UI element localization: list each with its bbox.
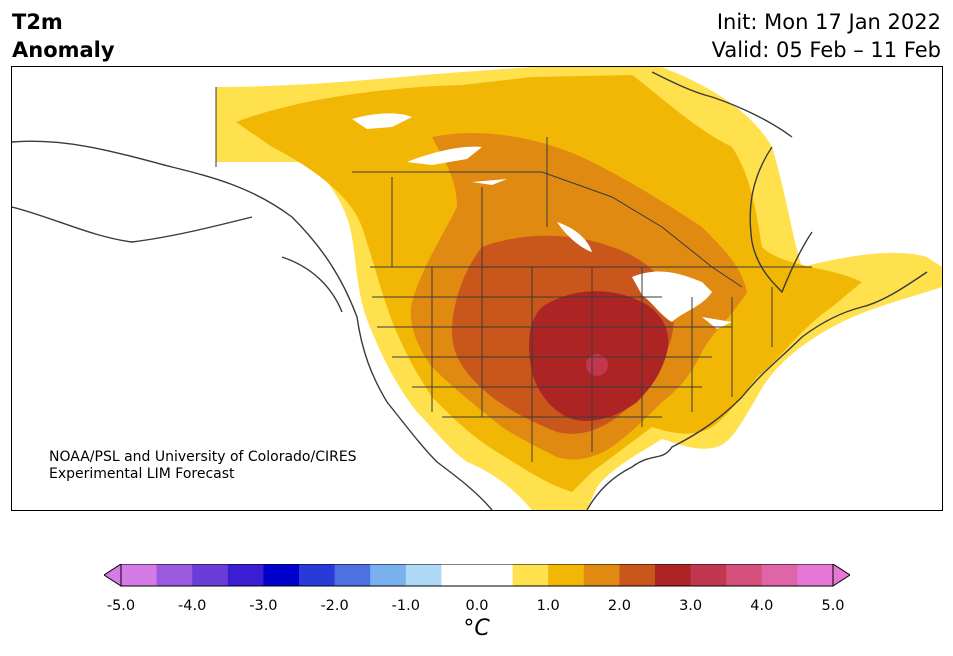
colorbar-tick-label: 3.0 [679, 598, 703, 614]
anomaly-map [11, 66, 943, 511]
colorbar-bin [797, 564, 834, 586]
colorbar-tick-label: 2.0 [607, 598, 631, 614]
colorbar-bin [121, 564, 158, 586]
colorbar [104, 564, 850, 587]
map-title: T2m Anomaly [12, 8, 115, 64]
colorbar-bin [263, 564, 300, 586]
colorbar-outline [120, 564, 834, 587]
great-bear-lake [352, 113, 412, 129]
colorbar-tick-label: 1.0 [536, 598, 560, 614]
colorbar-bin [761, 564, 798, 586]
lake-winnipeg [557, 222, 592, 252]
colorbar-bin [655, 564, 692, 586]
colorbar-bin [192, 564, 229, 586]
coastlines [12, 71, 928, 510]
data-credit: NOAA/PSL and University of Colorado/CIRE… [49, 449, 357, 483]
colorbar-bin [441, 564, 478, 586]
colorbar-bin [334, 564, 371, 586]
colorbar-tick-label: -5.0 [106, 598, 136, 614]
colorbar-unit: °C [463, 616, 490, 641]
valid-range: Valid: 05 Feb – 11 Feb [711, 38, 941, 62]
map-canvas [12, 67, 942, 510]
colorbar-bin [405, 564, 442, 586]
colorbar-bin [619, 564, 656, 586]
title-variable: T2m [12, 10, 63, 34]
colorbar-bin [726, 564, 763, 586]
colorbar-bin [299, 564, 336, 586]
title-description: Anomaly [12, 38, 115, 62]
colorbar-bin [512, 564, 549, 586]
credit-line-1: NOAA/PSL and University of Colorado/CIRE… [49, 449, 357, 465]
colorbar-bin [583, 564, 620, 586]
colorbar-low-extension [104, 564, 122, 587]
colorbar-tick-label: -1.0 [391, 598, 420, 614]
credit-line-2: Experimental LIM Forecast [49, 466, 235, 482]
init-date: Init: Mon 17 Jan 2022 [716, 10, 941, 34]
colorbar-tick-label: -2.0 [320, 598, 349, 614]
colorbar-bin [156, 564, 193, 586]
colorbar-tick-labels: -5.0 -4.0 -3.0 -2.0 -1.0 0.0 1.0 2.0 3.0 4.0 5.0 [0, 598, 953, 618]
colorbar-tick-label: 5.0 [821, 598, 845, 614]
colorbar-high-extension [832, 564, 850, 587]
colorbar-tick-label: 0.0 [465, 598, 489, 614]
colorbar-bin [477, 564, 514, 586]
great-slave-lake [407, 146, 482, 165]
forecast-dates: Init: Mon 17 Jan 2022 Valid: 05 Feb – 11… [712, 8, 941, 64]
colorbar-bin [227, 564, 264, 586]
political-borders [215, 87, 812, 462]
colorbar-bin [548, 564, 585, 586]
colorbar-tick-label: -3.0 [249, 598, 278, 614]
colorbar-tick-label: 4.0 [750, 598, 774, 614]
colorbar-bin [370, 564, 407, 586]
great-lakes [632, 271, 732, 329]
lake-athabasca [472, 179, 507, 185]
colorbar-tick-label: -4.0 [178, 598, 207, 614]
colorbar-bins [121, 564, 834, 586]
colorbar-bin [690, 564, 727, 586]
